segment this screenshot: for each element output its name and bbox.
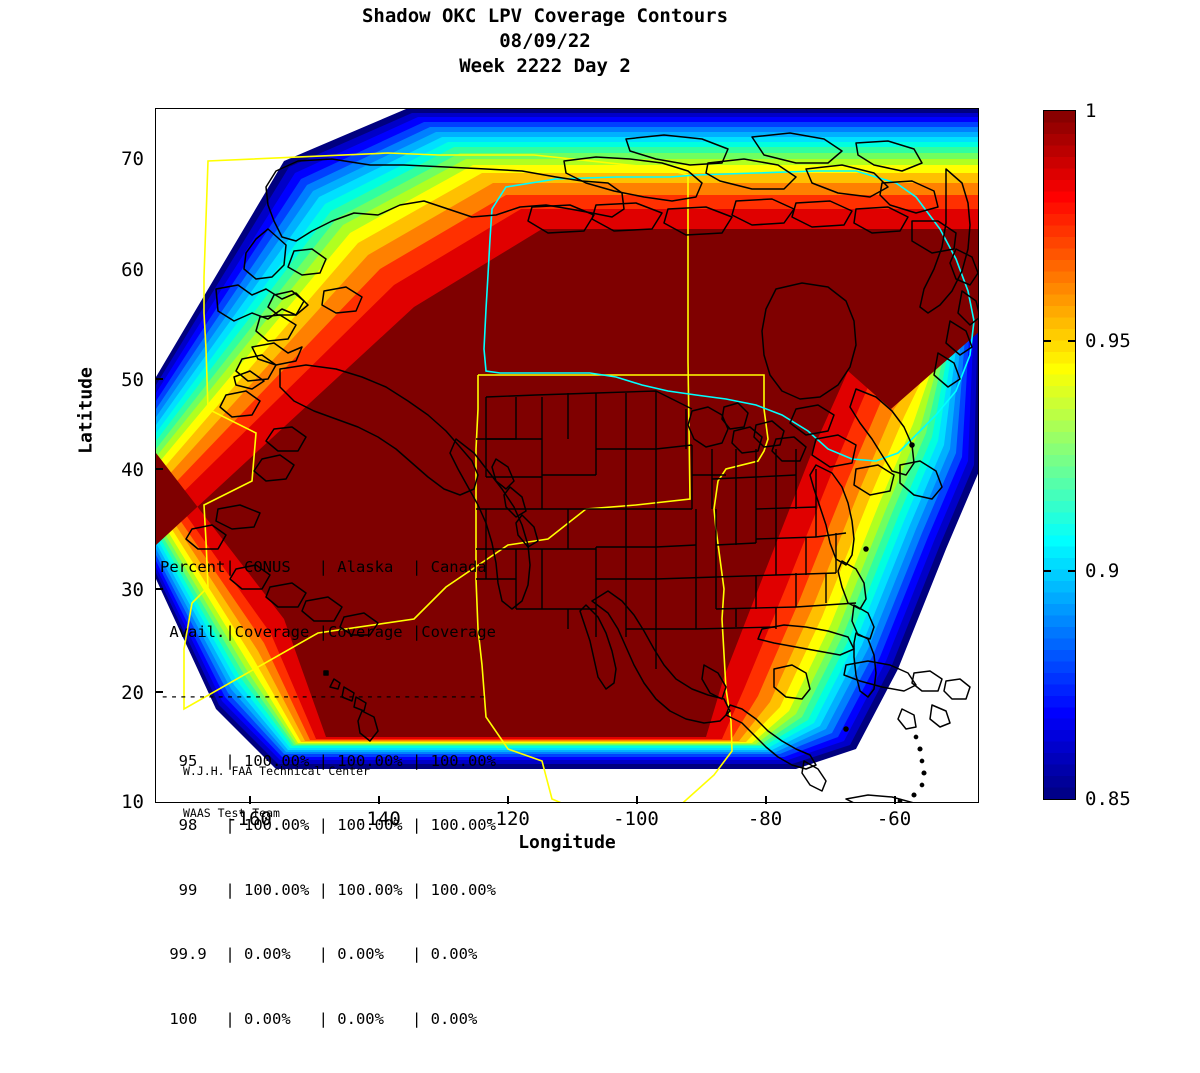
chart-title: Shadow OKC LPV Coverage Contours 08/09/2… bbox=[0, 4, 1090, 79]
xtick-mark bbox=[249, 796, 251, 804]
colorbar-tick-mark bbox=[1068, 340, 1076, 342]
attribution-line-2: WAAS Test Team bbox=[183, 806, 280, 820]
colorbar-gradient bbox=[1044, 111, 1075, 799]
stats-header-row-2: Avail.|Coverage |Coverage |Coverage bbox=[160, 622, 496, 641]
ytick-label: 50 bbox=[121, 369, 144, 391]
table-row: 98 | 100.00% | 100.00% | 100.00% bbox=[160, 816, 496, 834]
ytick-mark bbox=[155, 468, 163, 470]
xtick-mark bbox=[765, 796, 767, 804]
stats-divider: ----------------------------------- bbox=[160, 687, 487, 705]
ytick-mark bbox=[155, 378, 163, 380]
table-row: 100 | 0.00% | 0.00% | 0.00% bbox=[160, 1009, 478, 1028]
xtick-label: -140 bbox=[355, 808, 401, 830]
ytick-mark bbox=[155, 588, 163, 590]
xtick-label: -120 bbox=[484, 808, 530, 830]
title-line-2: 08/09/22 bbox=[499, 30, 591, 52]
xtick-label: -100 bbox=[613, 808, 659, 830]
ytick-label: 20 bbox=[121, 682, 144, 704]
ytick-label: 70 bbox=[121, 148, 144, 170]
table-row: 99 | 100.00% | 100.00% | 100.00% bbox=[160, 880, 496, 899]
xtick-mark bbox=[636, 796, 638, 804]
conus-service-volume-boundary bbox=[475, 374, 769, 802]
ytick-mark bbox=[155, 691, 163, 693]
attribution-line-1: W.J.H. FAA Technical Center bbox=[183, 764, 370, 778]
xtick-label: -80 bbox=[747, 808, 783, 830]
xtick-mark bbox=[894, 796, 896, 804]
alaska-service-volume-boundary bbox=[183, 152, 691, 711]
ytick-label: 60 bbox=[121, 259, 144, 281]
canada-service-volume-boundary bbox=[483, 170, 975, 462]
us-state-boundaries bbox=[476, 390, 857, 669]
y-axis-label: Latitude bbox=[75, 367, 97, 454]
x-axis-label: Longitude bbox=[518, 832, 616, 853]
xtick-mark bbox=[378, 796, 380, 804]
contour-bands bbox=[156, 109, 978, 769]
xtick-label: -160 bbox=[226, 808, 272, 830]
title-line-3: Week 2222 Day 2 bbox=[459, 55, 631, 77]
xtick-label: -60 bbox=[876, 808, 912, 830]
colorbar-tick-label: 0.9 bbox=[1085, 560, 1120, 582]
colorbar bbox=[1043, 110, 1076, 800]
title-line-1: Shadow OKC LPV Coverage Contours bbox=[361, 5, 729, 27]
xtick-mark bbox=[507, 796, 509, 804]
coverage-contour-map bbox=[156, 109, 978, 802]
colorbar-tick-mark bbox=[1043, 340, 1051, 342]
table-row: 95 | 100.00% | 100.00% | 100.00% bbox=[160, 751, 496, 770]
map-plot-area bbox=[155, 108, 979, 803]
attribution-text: W.J.H. FAA Technical Center WAAS Test Te… bbox=[183, 736, 370, 848]
ytick-label: 10 bbox=[121, 791, 144, 813]
ytick-label: 40 bbox=[121, 459, 144, 481]
contour-band-1.00-core bbox=[156, 229, 978, 737]
colorbar-tick-mark bbox=[1043, 570, 1051, 572]
colorbar-tick-label: 1 bbox=[1085, 100, 1097, 122]
colorbar-tick-label: 0.85 bbox=[1085, 788, 1131, 810]
coastlines bbox=[185, 132, 978, 802]
colorbar-tick-mark bbox=[1068, 570, 1076, 572]
table-row: 99.9 | 0.00% | 0.00% | 0.00% bbox=[160, 945, 478, 963]
stats-header-row-1: Percent| CONUS | Alaska | Canada bbox=[160, 558, 487, 576]
colorbar-tick-label: 0.95 bbox=[1085, 330, 1131, 352]
ytick-label: 30 bbox=[121, 579, 144, 601]
